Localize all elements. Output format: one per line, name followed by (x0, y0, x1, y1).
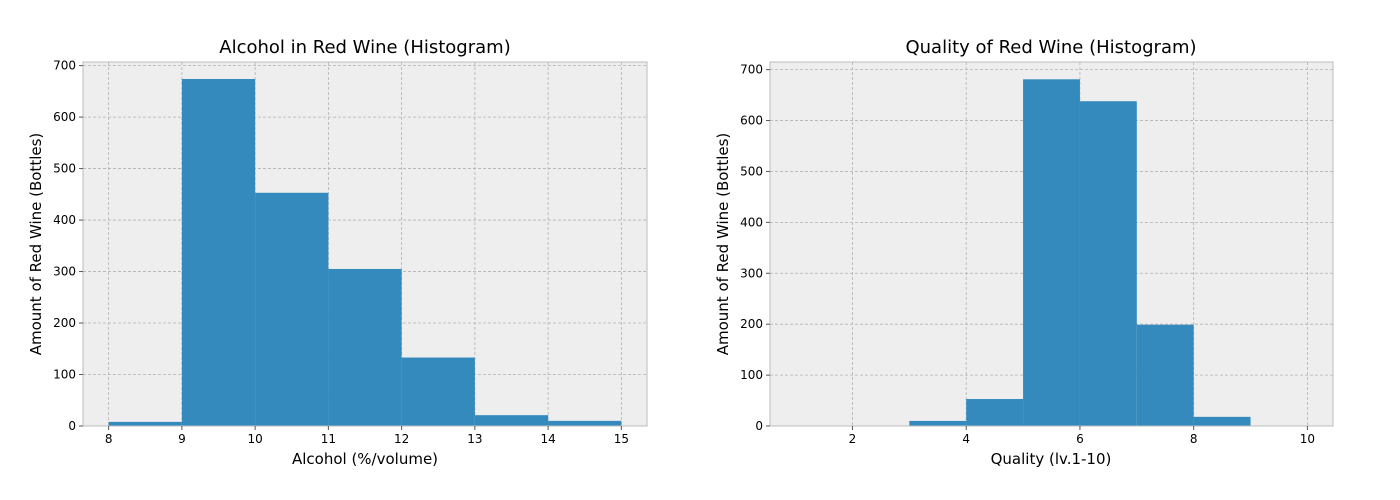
histogram-bar (966, 399, 1024, 426)
histogram-bar (108, 421, 182, 426)
x-tick-label: 8 (105, 432, 113, 446)
x-tick-label: 12 (394, 432, 409, 446)
plot-frame (82, 61, 648, 427)
chart-title: Quality of Red Wine (Histogram) (905, 37, 1196, 58)
histogram-bar (909, 420, 967, 426)
x-tick-label: 9 (178, 432, 186, 446)
bars (909, 79, 1251, 427)
x-tick-label: 8 (1190, 432, 1198, 446)
y-tick-label: 100 (740, 368, 763, 382)
histogram-bar (1193, 416, 1251, 426)
y-tick-label: 300 (53, 265, 76, 279)
histogram-bar (1136, 324, 1194, 426)
y-tick-label: 0 (68, 419, 76, 433)
y-tick-label: 400 (53, 213, 76, 227)
y-tick-label: 600 (740, 114, 763, 128)
tick-labels: 8 9 10 11 12 13 14 15 0 100 200 300 400 500 600 700 (53, 59, 629, 446)
histogram-bar (474, 415, 549, 426)
bars (108, 78, 622, 426)
y-tick-label: 100 (53, 368, 76, 382)
y-axis-label: Amount of Red Wine (Bottles) (27, 133, 45, 356)
chart-title: Alcohol in Red Wine (Histogram) (219, 37, 510, 58)
x-tick-label: 11 (321, 432, 336, 446)
histogram-bar (328, 268, 402, 426)
x-axis-label: Alcohol (%/volume) (292, 450, 438, 468)
x-tick-label: 13 (467, 432, 482, 446)
y-axis-label: Amount of Red Wine (Bottles) (714, 133, 732, 356)
x-tick-label: 15 (614, 432, 629, 446)
y-tick-label: 600 (53, 110, 76, 124)
histogram-bar (401, 357, 475, 426)
x-tick-label: 2 (849, 432, 857, 446)
histogram-bar (1079, 101, 1137, 426)
histogram-bar (1023, 79, 1080, 427)
y-tick-label: 500 (53, 162, 76, 176)
x-tick-label: 10 (247, 432, 262, 446)
x-tick-label: 6 (1076, 432, 1084, 446)
y-tick-label: 700 (740, 63, 763, 77)
histogram-bar (255, 192, 329, 426)
x-axis-label: Quality (lv.1-10) (991, 450, 1112, 468)
y-tick-label: 200 (53, 316, 76, 330)
y-tick-label: 200 (740, 317, 763, 331)
histogram-bar (548, 420, 622, 426)
alcohol-histogram: 8 9 10 11 12 13 14 15 0 100 200 300 400 500 600 700 Alc… (27, 37, 648, 468)
histogram-bar (181, 78, 256, 426)
y-tick-label: 300 (740, 266, 763, 280)
x-tick-label: 10 (1300, 432, 1315, 446)
y-tick-label: 0 (755, 419, 763, 433)
x-tick-label: 4 (962, 432, 970, 446)
y-tick-label: 400 (740, 215, 763, 229)
y-tick-label: 700 (53, 59, 76, 73)
plot-frame (769, 61, 1334, 427)
y-tick-label: 500 (740, 164, 763, 178)
x-tick-label: 14 (540, 432, 555, 446)
